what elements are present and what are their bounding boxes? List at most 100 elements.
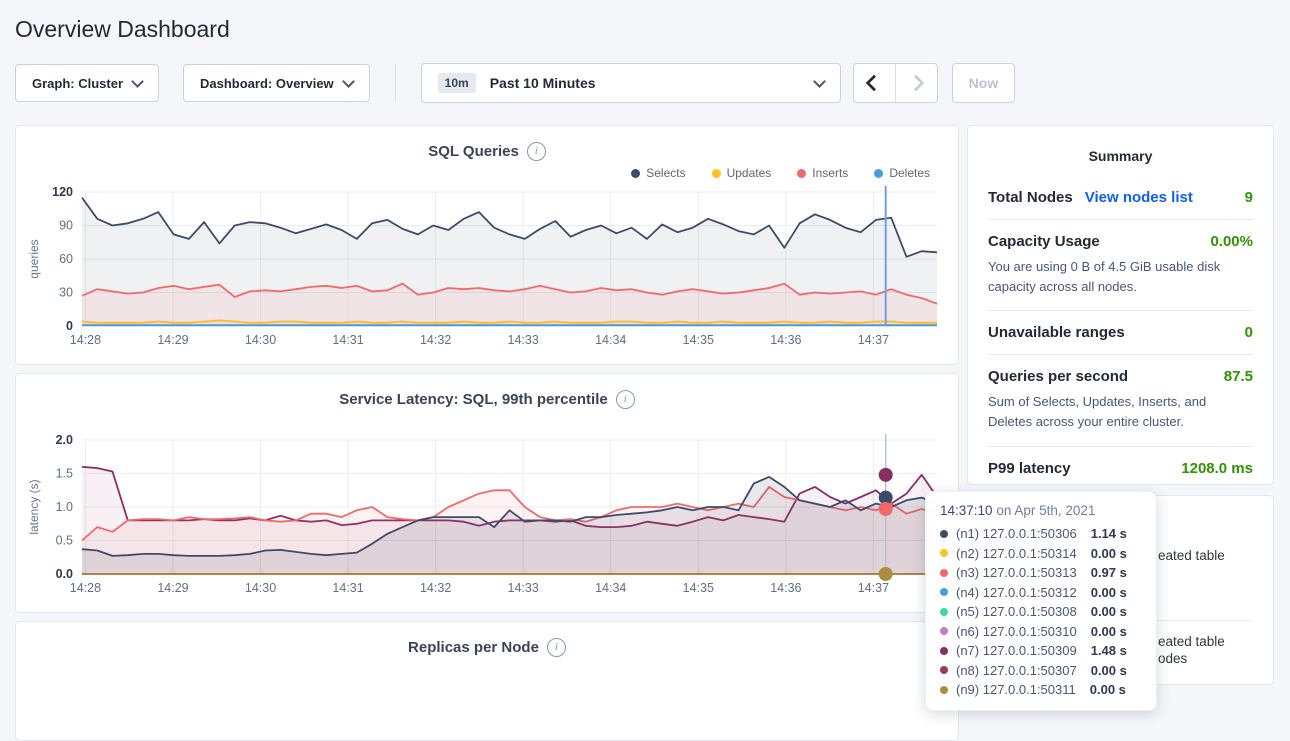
tooltip-row: (n5) 127.0.0.1:50308 0.00 s bbox=[940, 602, 1142, 622]
x-tick-label: 14:29 bbox=[157, 581, 188, 595]
service-latency-chart[interactable]: 14:28 14:29 14:30 14:31 14:32 14:33 14:34 14:35… bbox=[16, 428, 960, 606]
x-tick-label: 14:36 bbox=[770, 581, 801, 595]
summary-row-main: P99 latency 1208.0 ms bbox=[988, 460, 1253, 477]
series-line bbox=[81, 465, 938, 528]
tooltip-row: (n3) 127.0.0.1:50313 0.97 s bbox=[940, 563, 1142, 583]
event-text-fragment: odes bbox=[1158, 651, 1188, 666]
summary-row-value: 0.00% bbox=[1210, 233, 1253, 250]
dashboard-dropdown[interactable]: Dashboard: Overview bbox=[183, 64, 370, 102]
tooltip-node-value: 0.00 s bbox=[1090, 623, 1127, 639]
view-nodes-list-link[interactable]: View nodes list bbox=[1084, 189, 1193, 206]
x-tick-label: 14:32 bbox=[420, 333, 451, 347]
y-axis-label: latency (s) bbox=[27, 479, 41, 534]
summary-row-main: Unavailable ranges 0 bbox=[988, 324, 1253, 341]
x-tick-label: 14:30 bbox=[245, 581, 276, 595]
summary-row-label: P99 latency bbox=[988, 459, 1071, 477]
time-forward-button[interactable] bbox=[894, 64, 937, 102]
tooltip-node-label: (n9) 127.0.0.1:50311 bbox=[956, 682, 1076, 697]
x-tick-label: 14:33 bbox=[508, 333, 539, 347]
legend-label: Selects bbox=[646, 166, 686, 180]
sql-queries-chart[interactable]: 14:28 14:29 14:30 14:31 14:32 14:33 14:34 14:35… bbox=[16, 180, 960, 358]
hover-point bbox=[878, 490, 893, 505]
chart-title: Service Latency: SQL, 99th percentile bbox=[339, 391, 608, 408]
chevron-down-icon bbox=[812, 74, 826, 88]
legend-item-selects[interactable]: Selects bbox=[631, 166, 686, 180]
legend-label: Deletes bbox=[889, 166, 930, 180]
charts-column: SQL Queries i Selects Updates Inserts Delet… bbox=[15, 125, 959, 741]
x-tick-label: 14:28 bbox=[70, 333, 101, 347]
summary-row: Queries per second 87.5 Sum of Selects, Up… bbox=[988, 354, 1253, 445]
x-tick-label: 14:34 bbox=[595, 333, 626, 347]
hover-point bbox=[878, 467, 893, 482]
now-button[interactable]: Now bbox=[951, 63, 1016, 103]
series-line bbox=[81, 476, 938, 557]
time-range-badge: 10m bbox=[437, 73, 476, 93]
node-color-dot-icon bbox=[940, 549, 948, 558]
hover-point bbox=[878, 567, 893, 581]
x-tick-label: 14:30 bbox=[245, 333, 276, 347]
x-tick-label: 14:35 bbox=[683, 333, 714, 347]
summary-row-main: Capacity Usage 0.00% bbox=[988, 233, 1253, 250]
x-tick-label: 14:32 bbox=[420, 581, 451, 595]
y-tick-label: 60 bbox=[59, 252, 73, 266]
page: Overview Dashboard Graph: Cluster Dashbo… bbox=[0, 16, 1290, 741]
service-latency-chart-panel: Service Latency: SQL, 99th percentile i … bbox=[15, 373, 959, 613]
info-icon[interactable]: i bbox=[546, 638, 566, 657]
y-tick-label: 0.0 bbox=[56, 567, 73, 581]
node-color-dot-icon bbox=[940, 627, 948, 636]
x-tick-label: 14:33 bbox=[508, 581, 539, 595]
tooltip-date: on Apr 5th, 2021 bbox=[992, 503, 1096, 518]
summary-row-value: 87.5 bbox=[1223, 368, 1253, 386]
tooltip-node-value: 1.14 s bbox=[1090, 526, 1127, 541]
tooltip-time: 14:37:10 bbox=[940, 503, 993, 518]
summary-row-value: 1208.0 ms bbox=[1181, 459, 1253, 477]
legend-item-deletes[interactable]: Deletes bbox=[874, 166, 930, 180]
x-tick-label: 14:31 bbox=[332, 333, 363, 347]
legend-dot-icon bbox=[797, 168, 807, 178]
summary-row: Unavailable ranges 0 bbox=[988, 310, 1253, 354]
chevron-down-icon bbox=[131, 74, 144, 88]
legend-dot-icon bbox=[631, 168, 641, 178]
summary-row-main: Total Nodes View nodes list 9 bbox=[988, 189, 1253, 206]
node-color-dot-icon bbox=[940, 588, 948, 597]
tooltip-node-value: 0.00 s bbox=[1089, 682, 1126, 697]
summary-row: Capacity Usage 0.00% You are using 0 B of … bbox=[988, 219, 1253, 310]
summary-row-label: Unavailable ranges bbox=[988, 324, 1125, 342]
y-tick-label: 90 bbox=[59, 219, 73, 233]
x-tick-label: 14:29 bbox=[157, 333, 188, 347]
series-line bbox=[81, 486, 938, 542]
legend-label: Inserts bbox=[812, 166, 849, 180]
chevron-down-icon bbox=[341, 74, 355, 88]
tooltip-node-label: (n8) 127.0.0.1:50307 bbox=[956, 662, 1077, 678]
tooltip-node-label: (n4) 127.0.0.1:50312 bbox=[956, 584, 1077, 600]
time-step-buttons bbox=[852, 63, 938, 103]
series-line bbox=[81, 282, 938, 305]
legend-dot-icon bbox=[874, 168, 884, 178]
graph-dropdown-label: Graph: Cluster bbox=[32, 75, 124, 91]
tooltip-node-label: (n3) 127.0.0.1:50313 bbox=[956, 565, 1077, 580]
node-color-dot-icon bbox=[940, 568, 948, 577]
tooltip-node-label: (n2) 127.0.0.1:50314 bbox=[956, 545, 1077, 561]
legend-item-updates[interactable]: Updates bbox=[711, 166, 771, 180]
page-title: Overview Dashboard bbox=[15, 16, 230, 42]
node-color-dot-icon bbox=[940, 529, 948, 538]
tooltip-node-value: 0.00 s bbox=[1090, 545, 1127, 561]
info-icon[interactable]: i bbox=[526, 142, 546, 161]
tooltip-node-label: (n1) 127.0.0.1:50306 bbox=[956, 526, 1077, 541]
tooltip-node-value: 0.00 s bbox=[1090, 662, 1127, 678]
controls-bar: Graph: Cluster Dashboard: Overview 10m P… bbox=[0, 63, 1290, 103]
time-back-button[interactable] bbox=[854, 64, 895, 102]
legend-item-inserts[interactable]: Inserts bbox=[797, 166, 848, 180]
tooltip-node-value: 0.00 s bbox=[1090, 584, 1127, 600]
node-color-dot-icon bbox=[940, 666, 948, 675]
y-tick-label: 120 bbox=[52, 185, 73, 199]
hover-point bbox=[878, 502, 893, 517]
summary-row-description: Sum of Selects, Updates, Inserts, and De… bbox=[988, 394, 1207, 430]
info-icon[interactable]: i bbox=[615, 390, 635, 409]
time-range-dropdown[interactable]: 10m Past 10 Minutes bbox=[420, 63, 841, 103]
summary-row-label: Total Nodes bbox=[988, 189, 1073, 206]
summary-row-label: Queries per second bbox=[988, 368, 1129, 386]
summary-row: Total Nodes View nodes list 9 bbox=[988, 176, 1253, 219]
chart-hover-tooltip: 14:37:10 on Apr 5th, 2021 (n1) 127.0.0.1… bbox=[925, 491, 1157, 711]
graph-dropdown[interactable]: Graph: Cluster bbox=[15, 64, 160, 102]
